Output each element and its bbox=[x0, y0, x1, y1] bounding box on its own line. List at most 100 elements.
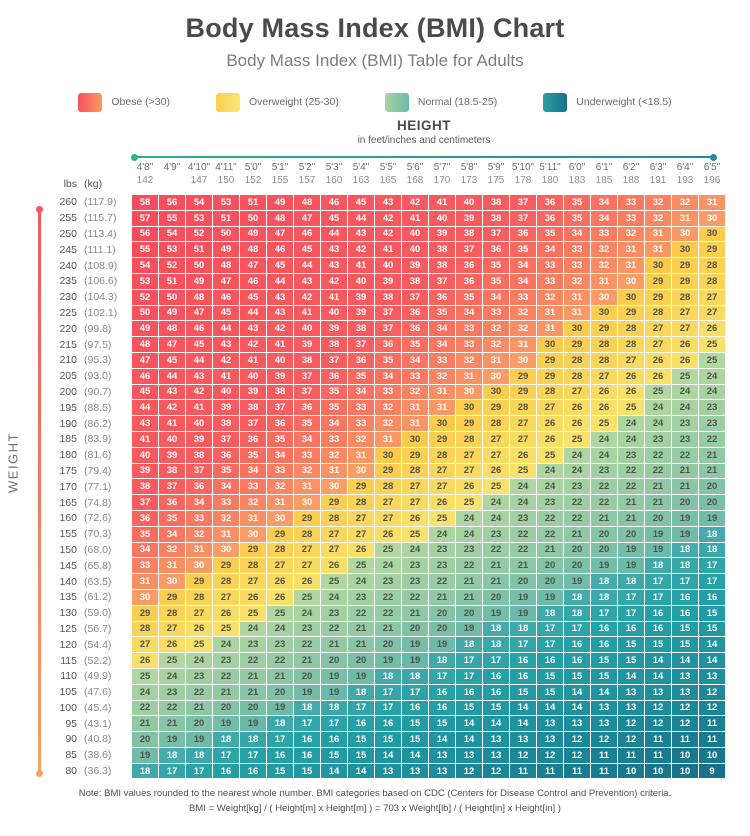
bmi-cell: 20 bbox=[699, 495, 725, 510]
bmi-cell: 42 bbox=[321, 273, 347, 289]
bmi-cell: 29 bbox=[537, 352, 563, 368]
row-label: 145 (65.8) bbox=[51, 558, 131, 573]
bmi-cell: 24 bbox=[510, 479, 536, 495]
row-label: 125 (56.7) bbox=[51, 622, 131, 637]
bmi-cell: 26 bbox=[591, 384, 617, 400]
bmi-cell: 14 bbox=[618, 668, 644, 684]
bmi-cell: 46 bbox=[321, 195, 347, 210]
bmi-cell: 15 bbox=[510, 684, 536, 700]
bmi-cell: 32 bbox=[213, 510, 239, 526]
bmi-cell: 23 bbox=[321, 605, 347, 621]
col-header-cm: 142 bbox=[136, 175, 154, 186]
bmi-cell: 18 bbox=[483, 621, 509, 637]
bmi-cell: 17 bbox=[348, 700, 374, 716]
bmi-cell: 43 bbox=[375, 195, 401, 210]
bmi-cell: 20 bbox=[429, 605, 455, 621]
bmi-cell: 38 bbox=[483, 195, 509, 210]
bmi-cell: 33 bbox=[294, 447, 320, 463]
bmi-cell: 47 bbox=[132, 352, 158, 368]
bmi-cell: 18 bbox=[213, 732, 239, 747]
bmi-cell: 34 bbox=[132, 542, 158, 558]
bmi-cell: 33 bbox=[213, 495, 239, 510]
bmi-cell: 43 bbox=[321, 242, 347, 258]
bmi-cell: 28 bbox=[159, 605, 185, 621]
bmi-cell: 29 bbox=[510, 368, 536, 384]
legend-swatch bbox=[384, 92, 409, 112]
row-label-lbs: 160 bbox=[59, 512, 77, 525]
legend-item: Obese (>30) bbox=[78, 92, 170, 112]
bmi-cell: 28 bbox=[699, 273, 725, 289]
bmi-cell: 12 bbox=[591, 732, 617, 747]
bmi-cell: 23 bbox=[267, 637, 293, 653]
bmi-cell: 18 bbox=[564, 589, 590, 605]
bmi-cell: 51 bbox=[213, 210, 239, 226]
bmi-cell: 41 bbox=[240, 352, 266, 368]
bmi-cell: 24 bbox=[213, 637, 239, 653]
bmi-cell: 30 bbox=[645, 258, 671, 273]
bmi-cell: 34 bbox=[510, 258, 536, 273]
bmi-cell: 55 bbox=[132, 242, 158, 258]
bmi-cell: 12 bbox=[564, 747, 590, 763]
bmi-cell: 17 bbox=[645, 589, 671, 605]
bmi-cell: 13 bbox=[672, 668, 698, 684]
bmi-cell: 17 bbox=[186, 763, 212, 779]
bmi-cell: 58 bbox=[132, 195, 158, 210]
row-label: 110 (49.9) bbox=[51, 669, 131, 684]
bmi-cell: 13 bbox=[618, 684, 644, 700]
bmi-cell: 23 bbox=[375, 574, 401, 589]
bmi-cell: 14 bbox=[348, 763, 374, 779]
bmi-cell: 27 bbox=[348, 526, 374, 542]
bmi-cell: 35 bbox=[132, 526, 158, 542]
bmi-cell: 24 bbox=[564, 447, 590, 463]
bmi-cell: 21 bbox=[267, 668, 293, 684]
bmi-cell: 15 bbox=[402, 716, 428, 732]
bmi-cell: 14 bbox=[321, 763, 347, 779]
bmi-cell: 38 bbox=[267, 384, 293, 400]
bmi-cell: 40 bbox=[132, 447, 158, 463]
bmi-cell: 35 bbox=[294, 416, 320, 431]
bmi-cell: 21 bbox=[672, 479, 698, 495]
bmi-cell: 24 bbox=[456, 510, 482, 526]
bmi-cell: 22 bbox=[618, 463, 644, 479]
col-header-cm: 165 bbox=[379, 175, 397, 186]
bmi-cell: 26 bbox=[240, 589, 266, 605]
row-label: 205 (93.0) bbox=[51, 369, 131, 384]
bmi-cell: 38 bbox=[213, 416, 239, 431]
row-label-kg: (93.0) bbox=[84, 370, 112, 383]
bmi-cell: 37 bbox=[402, 289, 428, 305]
bmi-cell: 27 bbox=[375, 495, 401, 510]
bmi-cell: 27 bbox=[591, 368, 617, 384]
bmi-cell: 27 bbox=[213, 589, 239, 605]
bmi-cell: 32 bbox=[240, 495, 266, 510]
bmi-cell: 16 bbox=[537, 653, 563, 668]
bmi-cell: 47 bbox=[213, 273, 239, 289]
bmi-cell: 11 bbox=[537, 763, 563, 779]
bmi-cell: 56 bbox=[132, 226, 158, 242]
bmi-cell: 53 bbox=[186, 210, 212, 226]
bmi-cell: 32 bbox=[186, 526, 212, 542]
bmi-cell: 46 bbox=[132, 368, 158, 384]
bmi-cell: 27 bbox=[699, 289, 725, 305]
bmi-cell: 18 bbox=[402, 668, 428, 684]
bmi-cell: 26 bbox=[348, 542, 374, 558]
col-header-ftin: 6'3" bbox=[649, 162, 667, 173]
bmi-cell: 27 bbox=[483, 447, 509, 463]
legend-item: Normal (18.5-25) bbox=[384, 92, 497, 112]
bmi-cell: 26 bbox=[510, 447, 536, 463]
bmi-cell: 45 bbox=[213, 305, 239, 321]
bmi-cell: 38 bbox=[321, 337, 347, 352]
bmi-cell: 17 bbox=[672, 574, 698, 589]
bmi-cell: 46 bbox=[267, 242, 293, 258]
bmi-cell: 23 bbox=[483, 526, 509, 542]
bmi-cell: 32 bbox=[537, 289, 563, 305]
bmi-cell: 23 bbox=[294, 621, 320, 637]
bmi-cell: 33 bbox=[618, 210, 644, 226]
bmi-cell: 25 bbox=[429, 510, 455, 526]
row-label-kg: (68.0) bbox=[84, 543, 112, 556]
bmi-cell: 21 bbox=[429, 589, 455, 605]
corner-cell bbox=[51, 159, 131, 173]
weight-axis-line bbox=[36, 206, 43, 777]
bmi-cell: 32 bbox=[375, 400, 401, 416]
bmi-cell: 22 bbox=[699, 431, 725, 447]
bmi-cell: 37 bbox=[429, 273, 455, 289]
